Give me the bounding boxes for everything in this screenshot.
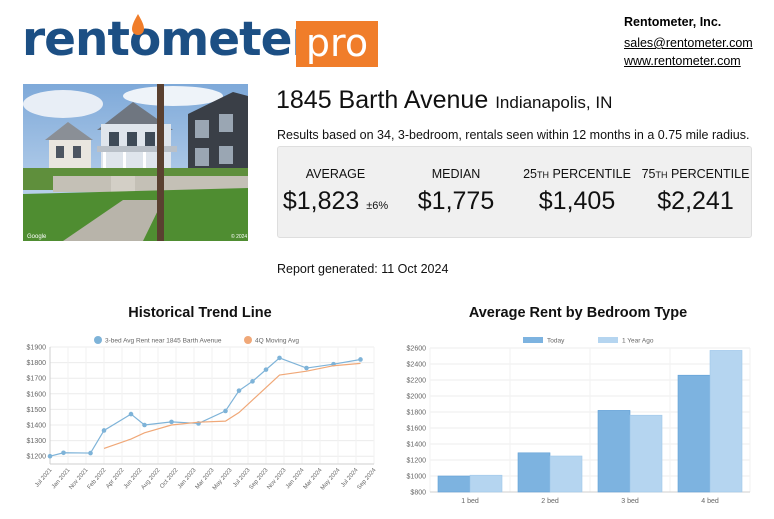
legend-label: 4Q Moving Avg xyxy=(255,338,299,345)
x-tick-label: 1 bed xyxy=(461,498,479,505)
legend-swatch xyxy=(94,336,102,344)
stat-75th-label: 75TH PERCENTILE xyxy=(638,167,753,181)
stat-25th-suffix: TH xyxy=(536,170,549,180)
logo-text-post: meter xyxy=(160,12,314,67)
x-tick-label: Feb 2022 xyxy=(87,467,108,491)
bar-1-year-ago xyxy=(629,414,663,493)
stat-average-value-wrap: $1,823 ±6% xyxy=(278,187,393,216)
stat-75th-text: PERCENTILE xyxy=(667,167,750,181)
y-tick-label: $1800 xyxy=(407,410,427,417)
stat-median-label: MEDIAN xyxy=(431,167,481,181)
y-tick-label: $1600 xyxy=(27,391,47,398)
y-tick-label: $1300 xyxy=(27,438,47,445)
y-tick-label: $1600 xyxy=(407,426,427,433)
avg-rent-line xyxy=(49,357,361,457)
company-name: Rentometer, Inc. xyxy=(624,15,722,29)
stat-average-note: ±6% xyxy=(366,200,389,212)
x-tick-label: 3 bed xyxy=(621,498,639,505)
bar-1-year-ago xyxy=(549,455,583,493)
avg-rent-point xyxy=(128,411,134,417)
x-tick-label: Sep 2024 xyxy=(356,467,378,491)
stat-average-label: AVERAGE xyxy=(305,167,366,181)
bedroom-rent-chart: $800 $1000 $1200 $1400 $1600 $1800 $2000 $2200 $… xyxy=(407,337,751,505)
avg-rent-point xyxy=(263,367,269,372)
stat-25th-num: 25 xyxy=(523,167,537,181)
avg-rent-point xyxy=(47,453,53,459)
street-address: 1845 Barth Avenue xyxy=(276,86,489,114)
y-tick-label: $2200 xyxy=(407,378,427,385)
stat-25th-value: $1,405 xyxy=(538,187,616,215)
avg-rent-point xyxy=(358,357,363,362)
rent-stats-panel: AVERAGE $1,823 ±6% MEDIAN $1,775 25TH PE… xyxy=(277,146,752,238)
moving-avg-line xyxy=(103,362,361,449)
legend-label: Today xyxy=(547,338,565,345)
company-website-link[interactable]: www.rentometer.com xyxy=(624,54,741,68)
avg-rent-point xyxy=(277,355,282,361)
y-tick-label: $1200 xyxy=(407,458,427,465)
bar-today xyxy=(677,374,711,493)
property-address: 1845 Barth Avenue Indianapolis, IN xyxy=(276,84,612,119)
trend-chart-title: Historical Trend Line xyxy=(128,305,272,321)
avg-rent-point xyxy=(142,422,147,428)
avg-rent-point xyxy=(304,365,309,371)
x-tick-label: 4 bed xyxy=(701,498,719,505)
stat-75th-suffix: TH xyxy=(655,170,668,180)
y-tick-label: $1200 xyxy=(27,454,47,461)
y-tick-label: $1900 xyxy=(27,345,47,352)
y-tick-label: $2600 xyxy=(407,346,427,353)
svg-text:© 2024: © 2024 xyxy=(231,233,247,240)
avg-rent-point xyxy=(169,419,174,425)
avg-rent-point xyxy=(250,379,255,384)
bedroom-chart-title: Average Rent by Bedroom Type xyxy=(468,305,688,321)
avg-rent-point xyxy=(236,388,242,393)
y-tick-label: $1800 xyxy=(27,360,47,367)
historical-trend-chart: $1200 $1300 $1400 $1500 $1600 $1700 $1800 $1900… xyxy=(27,336,378,492)
svg-text:Google: Google xyxy=(27,234,47,240)
avg-rent-point xyxy=(101,428,107,433)
avg-rent-point xyxy=(88,450,93,456)
logo-pro-badge: pro xyxy=(296,21,378,67)
x-tick-label: May 2023 xyxy=(212,467,234,492)
avg-rent-point xyxy=(223,408,228,414)
results-summary: Results based on 34, 3-bedroom, rentals … xyxy=(277,128,750,142)
legend-label: 3-bed Avg Rent near 1845 Barth Avenue xyxy=(105,338,222,345)
stat-75th-num: 75 xyxy=(641,167,656,181)
x-tick-label: Aug 2022 xyxy=(140,467,162,491)
legend-swatch xyxy=(598,337,618,343)
stat-25th-label: 25TH PERCENTILE xyxy=(518,167,636,181)
x-tick-label: May 2024 xyxy=(320,467,342,492)
report-generated-date: Report generated: 11 Oct 2024 xyxy=(277,262,449,276)
property-photo: Google © 2024 xyxy=(23,84,248,241)
avg-rent-point xyxy=(61,450,66,456)
x-tick-label: 2 bed xyxy=(541,498,559,505)
bar-1-year-ago xyxy=(709,350,743,493)
y-tick-label: $1400 xyxy=(407,442,427,449)
bar-today xyxy=(597,410,631,493)
stat-25th-text: PERCENTILE xyxy=(548,167,631,181)
logo-text-pre: rent xyxy=(22,12,130,67)
logo-drop-icon xyxy=(132,14,144,35)
y-tick-label: $800 xyxy=(410,490,426,497)
y-tick-label: $2400 xyxy=(407,362,427,369)
legend-label: 1 Year Ago xyxy=(622,338,654,345)
company-email-link[interactable]: sales@rentometer.com xyxy=(624,36,753,50)
bar-today xyxy=(437,475,471,493)
property-city: Indianapolis, IN xyxy=(495,93,613,112)
bar-1-year-ago xyxy=(469,474,503,493)
y-tick-label: $2000 xyxy=(407,394,427,401)
y-tick-label: $1700 xyxy=(27,376,47,383)
stat-average-value: $1,823 xyxy=(282,187,360,215)
legend-swatch xyxy=(244,336,252,344)
stat-75th-value: $2,241 xyxy=(657,187,734,215)
y-tick-label: $1000 xyxy=(407,474,427,481)
bar-today xyxy=(517,452,551,493)
stat-median-value: $1,775 xyxy=(417,187,495,215)
rentometer-logo: rentometer xyxy=(22,10,315,70)
legend-swatch xyxy=(523,337,543,343)
y-tick-label: $1500 xyxy=(27,407,47,414)
y-tick-label: $1400 xyxy=(27,423,47,430)
